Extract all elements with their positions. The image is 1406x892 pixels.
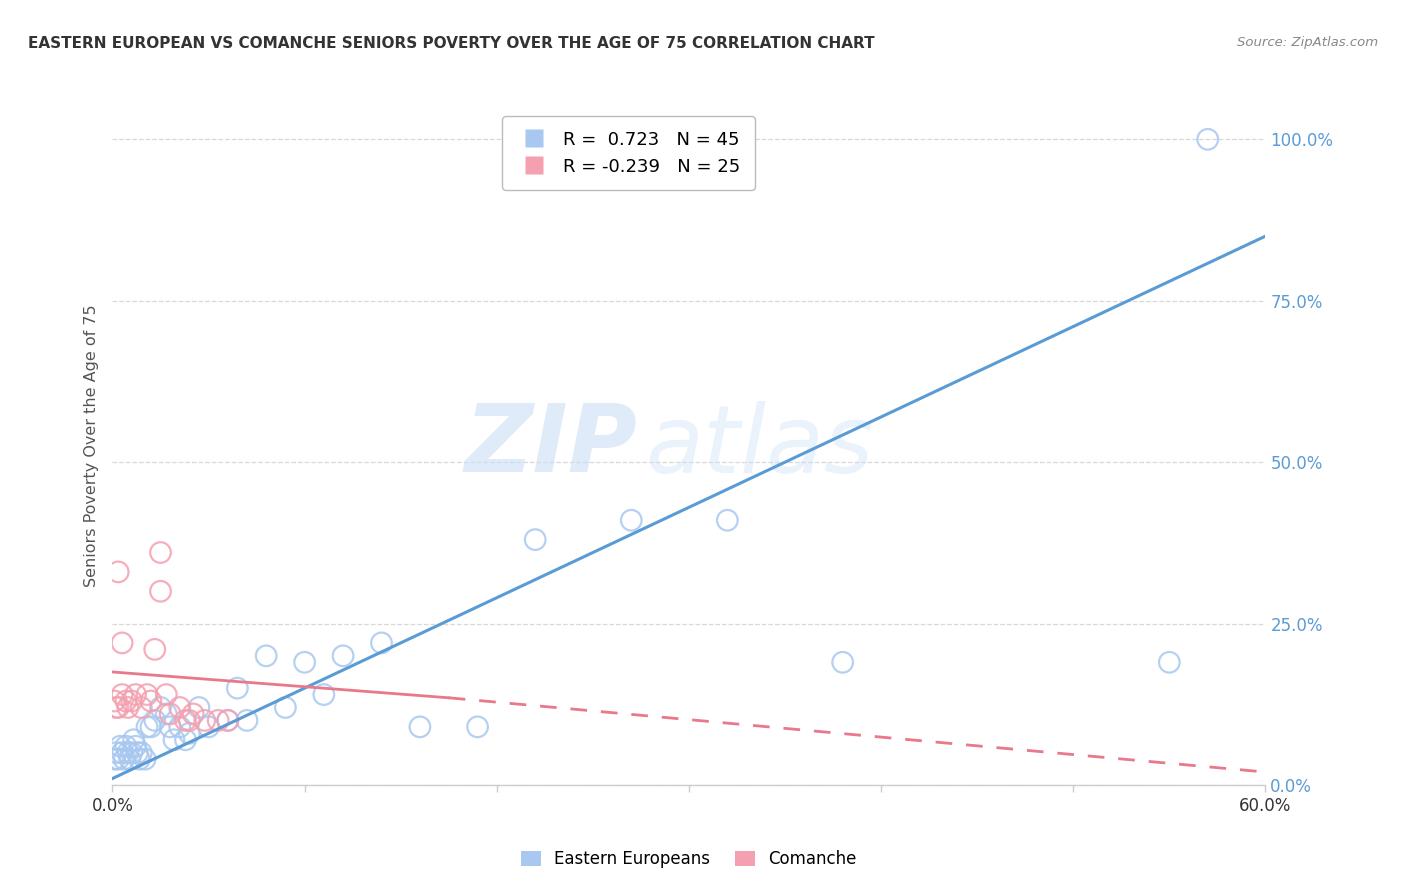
Point xyxy=(197,720,219,734)
Point xyxy=(103,694,125,708)
Point xyxy=(111,688,134,702)
Point xyxy=(179,726,201,740)
Point xyxy=(179,714,201,728)
Point xyxy=(115,739,138,754)
Point xyxy=(169,700,191,714)
Point xyxy=(121,694,143,708)
Point xyxy=(124,688,146,702)
Point xyxy=(174,714,197,728)
Point xyxy=(312,688,335,702)
Point xyxy=(831,655,853,669)
Point xyxy=(111,636,134,650)
Point xyxy=(139,720,162,734)
Point xyxy=(467,720,489,734)
Point xyxy=(117,746,139,760)
Point xyxy=(236,714,259,728)
Point xyxy=(1159,655,1181,669)
Text: Source: ZipAtlas.com: Source: ZipAtlas.com xyxy=(1237,36,1378,49)
Point xyxy=(107,565,129,579)
Point xyxy=(716,513,738,527)
Point xyxy=(129,746,153,760)
Point xyxy=(1197,132,1219,146)
Point xyxy=(188,700,211,714)
Point xyxy=(163,732,186,747)
Point xyxy=(155,688,177,702)
Point xyxy=(207,714,229,728)
Point xyxy=(181,706,204,721)
Y-axis label: Seniors Poverty Over the Age of 75: Seniors Poverty Over the Age of 75 xyxy=(84,305,100,587)
Point xyxy=(149,700,172,714)
Point xyxy=(139,694,162,708)
Point xyxy=(620,513,643,527)
Point xyxy=(103,752,125,766)
Text: ZIP: ZIP xyxy=(464,400,637,492)
Point xyxy=(254,648,277,663)
Point xyxy=(143,714,166,728)
Point xyxy=(105,746,128,760)
Point xyxy=(105,700,128,714)
Point xyxy=(117,700,139,714)
Point xyxy=(128,752,150,766)
Point xyxy=(274,700,297,714)
Point xyxy=(124,739,146,754)
Point xyxy=(111,746,134,760)
Point xyxy=(370,636,392,650)
Point xyxy=(409,720,432,734)
Point xyxy=(107,700,129,714)
Point xyxy=(194,714,217,728)
Point xyxy=(122,732,145,747)
Point xyxy=(217,714,239,728)
Legend: Eastern Europeans, Comanche: Eastern Europeans, Comanche xyxy=(515,844,863,875)
Point xyxy=(149,584,172,599)
Legend: R =  0.723   N = 45, R = -0.239   N = 25: R = 0.723 N = 45, R = -0.239 N = 25 xyxy=(502,116,755,190)
Point xyxy=(217,714,239,728)
Point xyxy=(155,706,177,721)
Point xyxy=(159,720,181,734)
Point xyxy=(112,752,135,766)
Point xyxy=(118,752,141,766)
Point xyxy=(134,752,156,766)
Point xyxy=(332,648,354,663)
Point xyxy=(129,700,153,714)
Point xyxy=(143,642,166,657)
Point xyxy=(107,752,129,766)
Point xyxy=(115,694,138,708)
Point xyxy=(524,533,547,547)
Point xyxy=(159,706,181,721)
Point xyxy=(174,732,197,747)
Text: EASTERN EUROPEAN VS COMANCHE SENIORS POVERTY OVER THE AGE OF 75 CORRELATION CHAR: EASTERN EUROPEAN VS COMANCHE SENIORS POV… xyxy=(28,36,875,51)
Point xyxy=(136,688,159,702)
Point xyxy=(108,739,131,754)
Point xyxy=(169,720,191,734)
Point xyxy=(136,720,159,734)
Point xyxy=(226,681,249,695)
Point xyxy=(149,545,172,559)
Point xyxy=(294,655,316,669)
Text: atlas: atlas xyxy=(645,401,873,491)
Point xyxy=(127,746,149,760)
Point xyxy=(121,746,143,760)
